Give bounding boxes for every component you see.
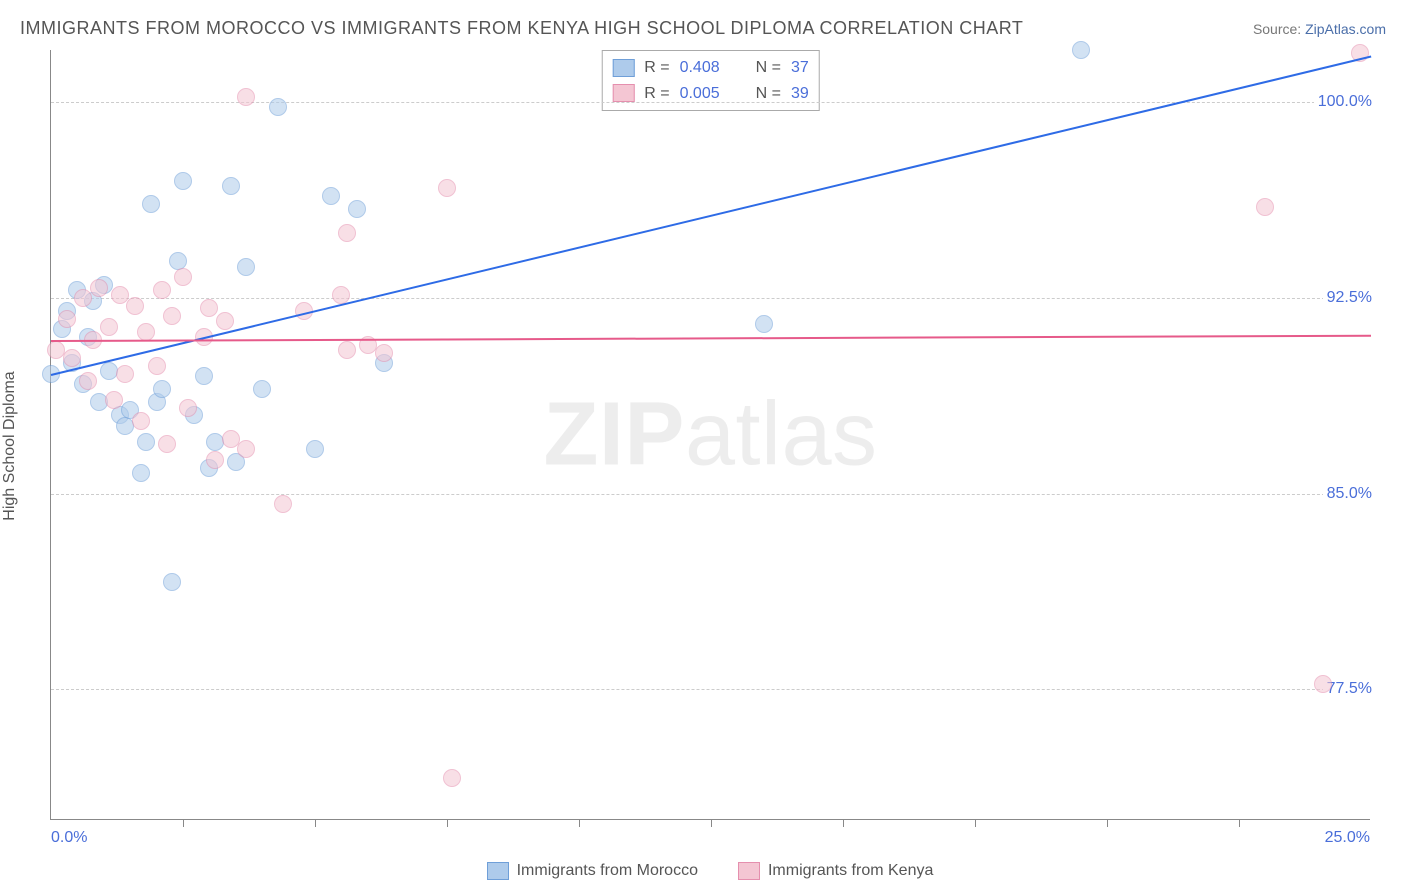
series-name: Immigrants from Morocco [517,862,698,880]
y-tick-label: 92.5% [1323,289,1372,307]
chart-title: IMMIGRANTS FROM MOROCCO VS IMMIGRANTS FR… [20,18,1023,39]
data-point-kenya [443,769,461,787]
x-tick [579,819,580,827]
x-tick [1239,819,1240,827]
source-attribution: Source: ZipAtlas.com [1253,21,1386,37]
x-axis-start-label: 0.0% [51,829,87,847]
x-tick [975,819,976,827]
data-point-kenya [237,440,255,458]
data-point-kenya [200,299,218,317]
data-point-morocco [322,187,340,205]
data-point-kenya [79,372,97,390]
data-point-kenya [158,435,176,453]
data-point-kenya [126,297,144,315]
data-point-morocco [195,367,213,385]
x-tick [183,819,184,827]
data-point-kenya [222,430,240,448]
legend-row-morocco: R = 0.408 N = 37 [612,55,809,81]
data-point-kenya [111,286,129,304]
source-prefix: Source: [1253,21,1305,37]
watermark-rest: atlas [685,384,878,484]
data-point-kenya [137,323,155,341]
data-point-morocco [348,200,366,218]
series-legend: Immigrants from Morocco Immigrants from K… [50,862,1370,880]
data-point-morocco [132,464,150,482]
legend-swatch [612,59,634,77]
y-tick-label: 100.0% [1314,93,1372,111]
title-bar: IMMIGRANTS FROM MOROCCO VS IMMIGRANTS FR… [20,18,1386,39]
data-point-kenya [90,279,108,297]
scatter-chart: ZIPatlas R =0.408N =37R =0.005N =39 77.5… [50,50,1370,820]
data-point-kenya [74,289,92,307]
data-point-morocco [269,98,287,116]
data-point-kenya [163,307,181,325]
legend-N-value: 37 [791,55,809,81]
data-point-morocco [174,172,192,190]
data-point-kenya [132,412,150,430]
series-legend-item-kenya: Immigrants from Kenya [738,862,933,880]
data-point-kenya [216,312,234,330]
trend-line-kenya [51,334,1371,341]
data-point-morocco [142,195,160,213]
y-axis-label: High School Diploma [1,371,19,520]
data-point-morocco [1072,41,1090,59]
source-link[interactable]: ZipAtlas.com [1305,21,1386,37]
data-point-kenya [174,268,192,286]
x-tick [315,819,316,827]
data-point-morocco [222,177,240,195]
data-point-kenya [338,341,356,359]
legend-R-value: 0.408 [680,55,720,81]
y-tick-label: 85.0% [1323,485,1372,503]
data-point-morocco [306,440,324,458]
data-point-kenya [338,224,356,242]
data-point-kenya [148,357,166,375]
data-point-kenya [63,349,81,367]
data-point-kenya [1256,198,1274,216]
x-tick [1107,819,1108,827]
data-point-morocco [237,258,255,276]
data-point-morocco [163,573,181,591]
data-point-morocco [755,315,773,333]
data-point-kenya [237,88,255,106]
legend-N-label: N = [756,55,781,81]
data-point-kenya [438,179,456,197]
legend-swatch [612,84,634,102]
legend-swatch [487,862,509,880]
data-point-morocco [137,433,155,451]
legend-R-label: R = [644,55,669,81]
data-point-kenya [100,318,118,336]
watermark: ZIPatlas [543,383,877,486]
x-axis-end-label: 25.0% [1325,829,1370,847]
data-point-kenya [1314,675,1332,693]
data-point-morocco [153,380,171,398]
x-tick [447,819,448,827]
data-point-morocco [253,380,271,398]
data-point-kenya [153,281,171,299]
data-point-kenya [274,495,292,513]
legend-swatch [738,862,760,880]
data-point-kenya [105,391,123,409]
watermark-bold: ZIP [543,384,685,484]
series-name: Immigrants from Kenya [768,862,933,880]
data-point-kenya [58,310,76,328]
x-tick [711,819,712,827]
data-point-kenya [116,365,134,383]
y-gridline [51,689,1370,690]
x-tick [843,819,844,827]
y-gridline [51,494,1370,495]
y-gridline [51,298,1370,299]
data-point-kenya [206,451,224,469]
data-point-kenya [375,344,393,362]
series-legend-item-morocco: Immigrants from Morocco [487,862,698,880]
data-point-kenya [179,399,197,417]
